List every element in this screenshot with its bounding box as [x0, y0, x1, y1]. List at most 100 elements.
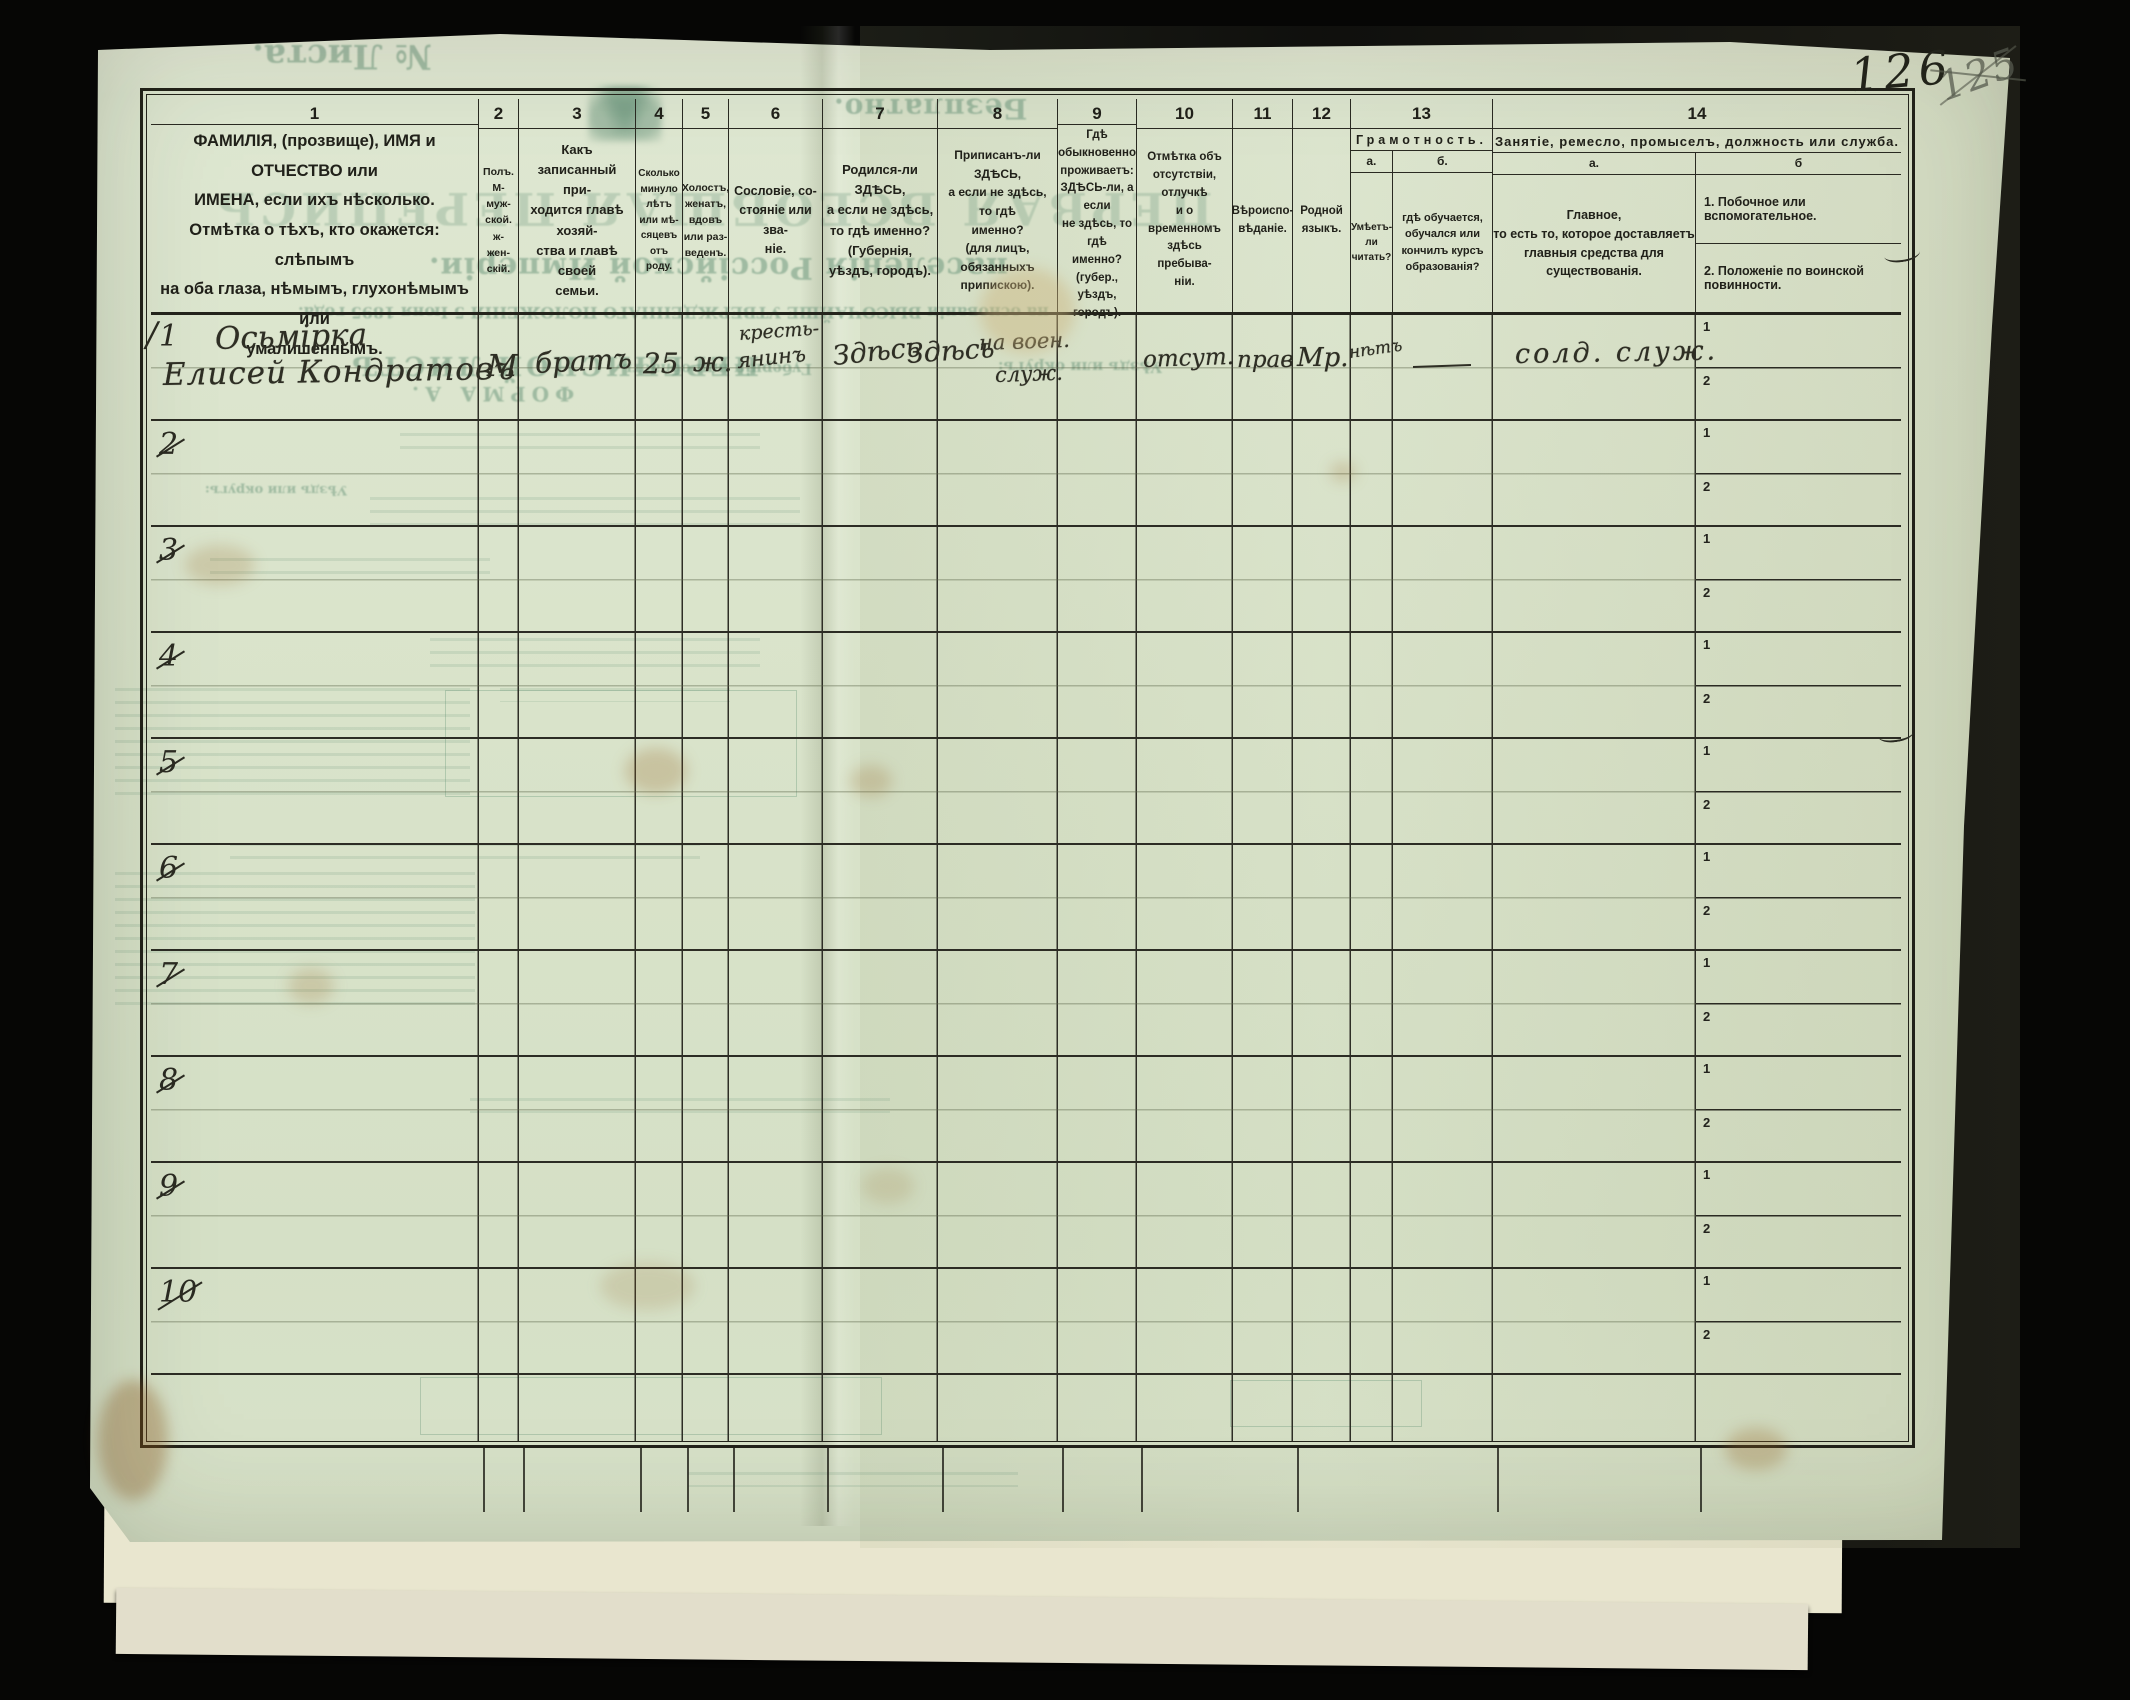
- subrow-label: 1: [1703, 743, 1711, 758]
- col-label: Сословіе, со- стояніе или зва- ніе.: [734, 183, 817, 256]
- literacy-q-a: Умѣетъ- ли читать?: [1351, 173, 1393, 312]
- col-number: 10: [1137, 99, 1232, 129]
- col-label: Полъ. М-муж- ской. ж-жен- скій.: [483, 165, 514, 276]
- subcol-a-label: а.: [1493, 153, 1695, 175]
- subrow-label: 2: [1703, 691, 1711, 706]
- entry-residence-line1: на воен.: [978, 327, 1071, 355]
- col-label: Холостъ, женатъ, вдовъ или раз- веденъ.: [681, 181, 730, 259]
- entry-marital: ж.: [693, 347, 733, 378]
- subrow-label: 1: [1703, 531, 1711, 546]
- literacy-questions: Умѣетъ- ли читать? гдѣ обучается, обучал…: [1351, 173, 1492, 312]
- occupation-title: Занятіе, ремесло, промыселъ, должность и…: [1493, 129, 1901, 153]
- occupation-secondary: б 1. Побочное или вспомогательное. 2. По…: [1696, 153, 1901, 312]
- col-header-residence: 9 Гдѣ обыкновенно проживаетъ: ЗДѢСЬ-ли, …: [1058, 99, 1137, 319]
- col-number: 13: [1351, 99, 1492, 129]
- entry-residence-line2: служ.: [994, 360, 1064, 387]
- row-number: 8: [159, 1063, 179, 1098]
- entry-name: Елисей Кондратовъ: [162, 350, 516, 393]
- col-header-language: 12 Родной языкъ.: [1293, 99, 1351, 312]
- col-number: 12: [1293, 99, 1350, 129]
- col-label: Вѣроиспо- вѣданіе.: [1231, 204, 1294, 235]
- entry-absence: отсут.: [1142, 343, 1235, 373]
- col-header-name: 1 ФАМИЛІЯ, (прозвище), ИМЯ и ОТЧЕСТВО ил…: [151, 99, 479, 358]
- table-header: 1 ФАМИЛІЯ, (прозвище), ИМЯ и ОТЧЕСТВО ил…: [151, 99, 1901, 358]
- subrow-label: 2: [1703, 1327, 1711, 1342]
- col-number: 4: [636, 99, 682, 129]
- col-number: 6: [729, 99, 822, 129]
- grid-line-stub: [483, 1448, 485, 1512]
- col-number: 3: [519, 99, 635, 129]
- col-label: Приписанъ-ли ЗДѢСЬ, а если не здѣсь, то …: [948, 148, 1047, 293]
- occupation-main: а. Главное, то есть то, которое доставля…: [1493, 153, 1696, 312]
- entry-estate-line2: янинъ: [735, 341, 807, 373]
- literacy-q-b: гдѣ обучается, обучался или кончилъ курс…: [1401, 211, 1484, 274]
- row-number: 3: [159, 533, 179, 568]
- occupation-side-q: 1. Побочное или вспомогательное.: [1696, 175, 1901, 244]
- grid-line-stub: [687, 1448, 689, 1512]
- col-number: 1: [151, 99, 478, 125]
- col-number: 5: [683, 99, 728, 129]
- row-number: 9: [159, 1169, 179, 1204]
- row-number: 4: [159, 639, 179, 674]
- subrow-label: 2: [1703, 373, 1711, 388]
- col-header-occupation: 14 Занятіе, ремесло, промыселъ, должност…: [1493, 99, 1901, 312]
- col-label: Сколько минуло лѣтъ или мѣ- сяцевъ отъ р…: [638, 168, 680, 273]
- col-header-estate: 6 Сословіе, со- стояніе или зва- ніе.: [729, 99, 823, 312]
- entry-relation: братъ: [534, 341, 633, 380]
- col-label: Отмѣтка объ отсутствіи, отлучкѣ и о врем…: [1147, 151, 1222, 288]
- literacy-subheads: а. б.: [1351, 151, 1492, 173]
- occupation-military-q: 2. Положеніе по воинской повинности.: [1704, 264, 1864, 292]
- subrow-label: 1: [1703, 319, 1711, 334]
- subrow-label: 1: [1703, 849, 1711, 864]
- col-number: 2: [479, 99, 518, 129]
- col-header-birthplace: 7 Родился-ли ЗДѢСЬ, а если не здѣсь, то …: [823, 99, 938, 312]
- grid-line-stub: [640, 1448, 642, 1512]
- subrow-label: 2: [1703, 479, 1711, 494]
- subrow-label: 2: [1703, 1009, 1711, 1024]
- col-header-literacy: 13 Грамотность. а. б. Умѣетъ- ли читать?…: [1351, 99, 1493, 312]
- grid-line-stub: [1700, 1448, 1702, 1512]
- row-number: 1: [146, 315, 178, 355]
- grid-line-stub: [1497, 1448, 1499, 1512]
- subrow-label: 2: [1703, 585, 1711, 600]
- col-label: Родной языкъ.: [1300, 204, 1343, 235]
- col-header-religion: 11 Вѣроиспо- вѣданіе.: [1231, 99, 1294, 312]
- entry-occupation: солд. служ.: [1514, 335, 1719, 370]
- grid-line-stub: [942, 1448, 944, 1512]
- grid-line-stub: [827, 1448, 829, 1512]
- col-number: 14: [1493, 99, 1901, 129]
- row-number: 5: [159, 745, 179, 780]
- census-table: 1 ФАМИЛІЯ, (прозвище), ИМЯ и ОТЧЕСТВО ил…: [140, 88, 1915, 1448]
- col-header-age: 4 Сколько минуло лѣтъ или мѣ- сяцевъ отъ…: [636, 99, 683, 312]
- col-number: 8: [938, 99, 1057, 129]
- subrow-label: 1: [1703, 425, 1711, 440]
- subrow-label: 1: [1703, 637, 1711, 652]
- subrow-divider-lines: [1696, 315, 1901, 1377]
- col-number: 9: [1058, 99, 1136, 125]
- col-header-registration: 8 Приписанъ-ли ЗДѢСЬ, а если не здѣсь, т…: [938, 99, 1058, 312]
- row-number: 10: [159, 1275, 198, 1310]
- subrow-label: 2: [1703, 903, 1711, 918]
- col-label: Какъ записанный при- ходится главѣ хозяй…: [530, 141, 624, 298]
- col-label: Гдѣ обыкновенно проживаетъ: ЗДѢСЬ-ли, а …: [1058, 129, 1136, 320]
- col-header-absence: 10 Отмѣтка объ отсутствіи, отлучкѣ и о в…: [1137, 99, 1233, 312]
- subrow-label: 1: [1703, 1061, 1711, 1076]
- row-number: 2: [159, 427, 179, 462]
- entry-sex: М: [487, 349, 518, 384]
- entry-estate-line1: кресть-: [738, 317, 820, 345]
- subrow-label: 2: [1703, 797, 1711, 812]
- grid-line-stub: [523, 1448, 525, 1512]
- col-header-sex: 2 Полъ. М-муж- ской. ж-жен- скій.: [479, 99, 519, 312]
- entry-literacy: нѣтъ: [1347, 335, 1404, 363]
- col-header-relation: 3 Какъ записанный при- ходится главѣ хоз…: [519, 99, 636, 312]
- subrow-label: 1: [1703, 955, 1711, 970]
- col-label: Родился-ли ЗДѢСЬ, а если не здѣсь, то гд…: [826, 162, 934, 278]
- entry-age: 25: [643, 347, 679, 380]
- entry-education-dash: [1412, 363, 1472, 369]
- grid-line-stub: [1297, 1448, 1299, 1512]
- grid-line-stub: [733, 1448, 735, 1512]
- grid-line-stub: [1141, 1448, 1143, 1512]
- subcol-b-label: б: [1696, 153, 1901, 175]
- subcol-a-label: а.: [1351, 151, 1393, 172]
